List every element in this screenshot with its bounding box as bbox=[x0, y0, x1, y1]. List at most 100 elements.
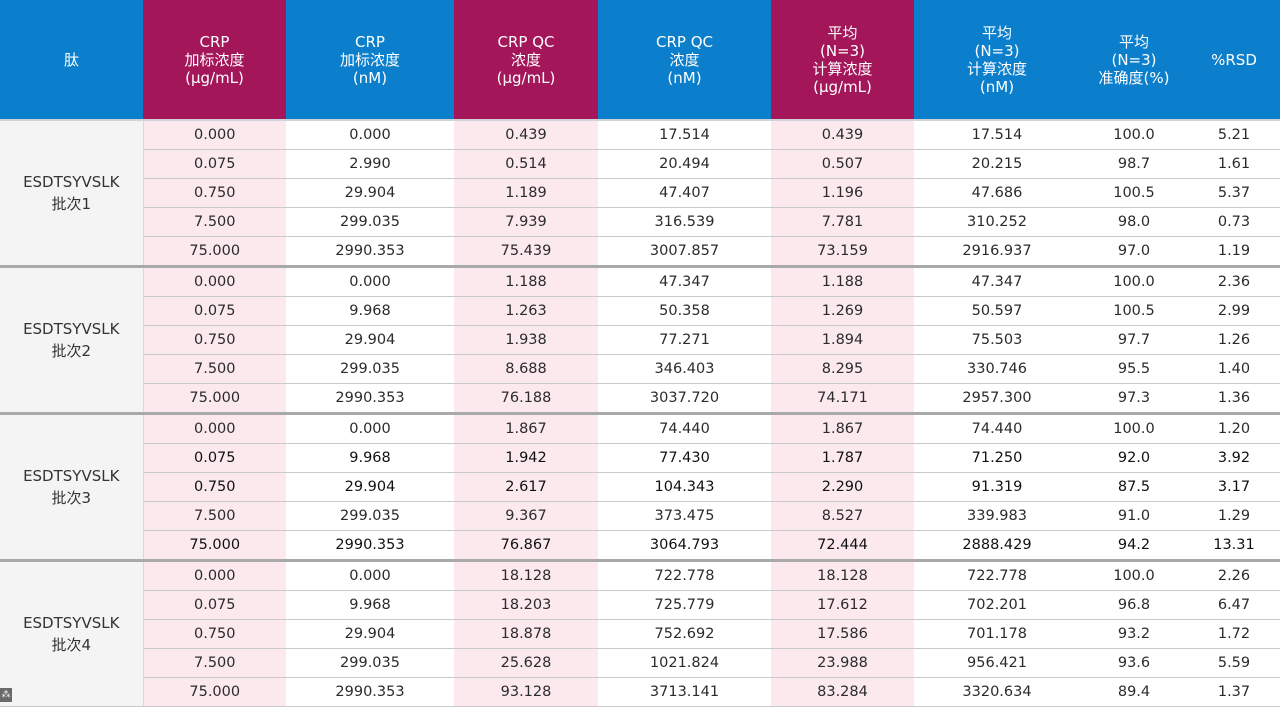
table-cell: 18.128 bbox=[454, 559, 598, 591]
table-cell: 2990.353 bbox=[286, 383, 454, 414]
table-cell: 701.178 bbox=[914, 619, 1080, 649]
table-cell: 0.075 bbox=[143, 590, 286, 620]
column-header-line: 计算浓度 bbox=[812, 59, 873, 78]
table-cell: 93.2 bbox=[1080, 619, 1188, 649]
table-cell: 29.904 bbox=[286, 472, 454, 502]
table-cell: 2990.353 bbox=[286, 677, 454, 707]
table-cell: 2.290 bbox=[771, 472, 914, 502]
table-cell: 92.0 bbox=[1080, 443, 1188, 473]
table-cell: 9.968 bbox=[286, 443, 454, 473]
table-cell: 0.514 bbox=[454, 149, 598, 179]
table-cell: 2.617 bbox=[454, 472, 598, 502]
table-cell: 100.5 bbox=[1080, 296, 1188, 326]
table-cell: 104.343 bbox=[598, 472, 771, 502]
table-cell: 93.6 bbox=[1080, 648, 1188, 678]
table-cell: 0.000 bbox=[286, 265, 454, 297]
table-row: 0.075 9.968 1.263 50.358 1.269 50.597 100.5 2.9… bbox=[0, 296, 1280, 326]
group-label: ESDTSYVSLK 批次1 bbox=[0, 120, 144, 267]
table-cell: 1.787 bbox=[771, 443, 914, 473]
table-cell: 0.000 bbox=[286, 412, 454, 444]
table-cell: 299.035 bbox=[286, 354, 454, 384]
table-cell: 29.904 bbox=[286, 619, 454, 649]
table-cell: 98.7 bbox=[1080, 149, 1188, 179]
column-header-0: 肽 bbox=[0, 0, 143, 121]
table-cell: 7.781 bbox=[771, 207, 914, 237]
corner-icon[interactable]: ⁂ bbox=[0, 688, 12, 702]
table-cell: 1.894 bbox=[771, 325, 914, 355]
table-row: 0.750 29.904 18.878 752.692 17.586 701.178 93.… bbox=[0, 619, 1280, 649]
table-cell: 299.035 bbox=[286, 501, 454, 531]
table-cell: 74.440 bbox=[914, 412, 1080, 444]
column-header-line: (µg/mL) bbox=[496, 68, 556, 87]
table-cell: 956.421 bbox=[914, 648, 1080, 678]
column-header-line: 计算浓度 bbox=[966, 59, 1027, 78]
table-cell: 0.750 bbox=[143, 178, 286, 208]
table-cell: 75.000 bbox=[143, 677, 286, 707]
table-cell: 1.269 bbox=[771, 296, 914, 326]
column-header-line: (N=3) bbox=[974, 41, 1020, 60]
column-header-line: (N=3) bbox=[819, 41, 866, 60]
table-cell: 3713.141 bbox=[598, 677, 771, 707]
table-cell: 7.500 bbox=[143, 207, 286, 237]
table-cell: 346.403 bbox=[598, 354, 771, 384]
table-cell: 29.904 bbox=[286, 178, 454, 208]
table-cell: 20.494 bbox=[598, 149, 771, 179]
table-cell: 1.867 bbox=[454, 412, 598, 444]
table-cell: 0.075 bbox=[143, 296, 286, 326]
group-label-line: ESDTSYVSLK bbox=[23, 467, 120, 485]
table-cell: 702.201 bbox=[914, 590, 1080, 620]
table-cell: 97.3 bbox=[1080, 383, 1188, 414]
table-cell: 71.250 bbox=[914, 443, 1080, 473]
header-row: 肽 CRP 加标浓度 (µg/mL) CRP 加标浓度 (nM) CRP QC 浓度 (µg/mL… bbox=[0, 0, 1280, 121]
table-cell: 17.612 bbox=[771, 590, 914, 620]
column-header-5: 平均 (N=3) 计算浓度 (µg/mL) bbox=[771, 0, 914, 121]
column-header-line: (nM) bbox=[352, 68, 388, 87]
column-header-8: %RSD bbox=[1188, 0, 1280, 121]
table-cell: 1.938 bbox=[454, 325, 598, 355]
table-cell: 76.188 bbox=[454, 383, 598, 414]
table-cell: 1.942 bbox=[454, 443, 598, 473]
table-cell: 9.367 bbox=[454, 501, 598, 531]
column-header-line: 准确度(%) bbox=[1098, 68, 1170, 87]
group-label-line: 批次1 bbox=[51, 195, 92, 213]
table-cell: 93.128 bbox=[454, 677, 598, 707]
table-cell: 25.628 bbox=[454, 648, 598, 678]
table-row: 7.500 299.035 8.688 346.403 8.295 330.746 95.5… bbox=[0, 354, 1280, 384]
table-cell: 0.000 bbox=[143, 559, 286, 591]
table-row: 75.000 2990.353 93.128 3713.141 83.284 3320.6… bbox=[0, 677, 1280, 707]
group-label-line: ESDTSYVSLK bbox=[23, 320, 120, 338]
table-cell: 100.0 bbox=[1080, 559, 1188, 591]
column-header-line: %RSD bbox=[1211, 50, 1257, 69]
table-cell: 0.075 bbox=[143, 443, 286, 473]
table-cell: 18.128 bbox=[771, 559, 914, 591]
table-cell: 17.514 bbox=[598, 120, 771, 150]
table-cell: 75.439 bbox=[454, 236, 598, 267]
table-cell: 0.73 bbox=[1188, 207, 1280, 237]
table-cell: 77.430 bbox=[598, 443, 771, 473]
table-row: 0.075 9.968 1.942 77.430 1.787 71.250 92.0 3.92 bbox=[0, 443, 1280, 473]
table-cell: 0.075 bbox=[143, 149, 286, 179]
table-cell: 47.347 bbox=[914, 265, 1080, 297]
column-header-4: CRP QC 浓度 (nM) bbox=[598, 0, 771, 121]
table-cell: 299.035 bbox=[286, 207, 454, 237]
table-cell: 100.5 bbox=[1080, 178, 1188, 208]
table-cell: 89.4 bbox=[1080, 677, 1188, 707]
table-cell: 0.750 bbox=[143, 325, 286, 355]
column-header-line: CRP bbox=[199, 32, 230, 51]
table-cell: 75.000 bbox=[143, 530, 286, 561]
group-label: ESDTSYVSLK 批次3 bbox=[0, 412, 144, 561]
table-cell: 47.686 bbox=[914, 178, 1080, 208]
table-cell: 100.0 bbox=[1080, 120, 1188, 150]
group-label-line: 批次4 bbox=[51, 636, 92, 654]
table-cell: 1.72 bbox=[1188, 619, 1280, 649]
table-cell: 7.500 bbox=[143, 501, 286, 531]
table-row: 75.000 2990.353 76.188 3037.720 74.171 2957.3… bbox=[0, 383, 1280, 414]
table-row: 7.500 299.035 9.367 373.475 8.527 339.983 91.0… bbox=[0, 501, 1280, 531]
table-cell: 13.31 bbox=[1188, 530, 1280, 561]
table-cell: 96.8 bbox=[1080, 590, 1188, 620]
table-cell: 330.746 bbox=[914, 354, 1080, 384]
table-row: 7.500 299.035 7.939 316.539 7.781 310.252 98.0… bbox=[0, 207, 1280, 237]
table-cell: 18.203 bbox=[454, 590, 598, 620]
table-cell: 47.347 bbox=[598, 265, 771, 297]
column-header-line: CRP QC bbox=[497, 32, 555, 51]
